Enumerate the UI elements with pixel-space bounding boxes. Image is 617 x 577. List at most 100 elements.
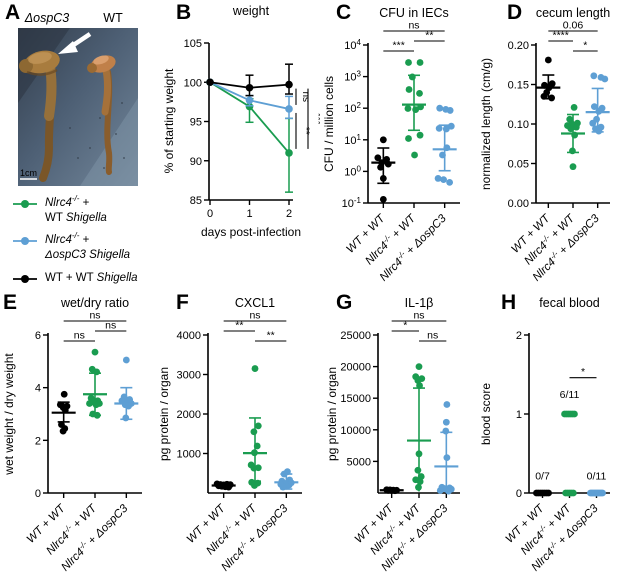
data-points xyxy=(383,486,401,495)
legend-marker-icon xyxy=(13,274,37,283)
panel-label: G xyxy=(336,291,353,314)
legend-entry: WT + WT Shigella xyxy=(12,271,138,286)
panel-G: G IL-1β pg protein / organ 25000 20000 15000… xyxy=(320,290,470,577)
y-ticks: 104 103 102 101 100 10-1 xyxy=(342,38,368,210)
svg-text:0.05: 0.05 xyxy=(508,159,529,171)
axes xyxy=(208,43,293,201)
svg-text:102: 102 xyxy=(344,101,361,115)
svg-text:0: 0 xyxy=(35,488,41,500)
data-points xyxy=(56,390,71,435)
sig-bracket: ns xyxy=(391,310,447,322)
panel-label: A xyxy=(5,1,21,24)
x-axis-label: days post-infection xyxy=(201,225,301,239)
svg-text:100: 100 xyxy=(184,77,202,89)
svg-text:4000: 4000 xyxy=(177,330,201,342)
fecal-blood-scatter-chart: fecal blood blood score 2 1 0WT + WTNlrc4-/-… xyxy=(479,296,610,574)
svg-text:15000: 15000 xyxy=(340,393,371,405)
infection-legend: Nlrc4-/- + WT Shigella Nlrc4-/- + ΔospC3 Sh… xyxy=(12,194,138,294)
svg-text:CXCL1: CXCL1 xyxy=(235,296,275,310)
scale-bar: 1cm xyxy=(20,168,37,180)
photo-strain-labels: ΔospC3 WT xyxy=(24,11,123,25)
legend-entry: Nlrc4-/- + WT Shigella xyxy=(12,194,138,225)
sig-bracket: ** xyxy=(255,330,287,342)
svg-text:85: 85 xyxy=(190,195,202,207)
cecum-left-delta-ospc3 xyxy=(19,50,60,182)
data-points xyxy=(587,489,606,497)
y-ticks: 2 1 0 xyxy=(516,330,529,500)
error-bar xyxy=(434,431,459,493)
sig-bracket: * xyxy=(573,40,598,52)
data-points xyxy=(434,104,455,186)
svg-text:ns: ns xyxy=(408,20,419,32)
svg-text:0/7: 0/7 xyxy=(535,471,550,483)
sig-bracket: * xyxy=(391,320,419,332)
panel-E: E wet/dry ratio wet weight / dry weight 6 4… xyxy=(0,290,160,577)
svg-text:% of starting weight: % of starting weight xyxy=(162,68,176,173)
series-black xyxy=(206,63,293,97)
svg-text:0.15: 0.15 xyxy=(508,80,529,92)
cecum-right-wt xyxy=(87,55,116,175)
y-axis-label: normalized length (cm/g) xyxy=(479,58,493,190)
error-bar xyxy=(83,372,107,417)
y-ticks: 4000 3000 2000 1000 xyxy=(177,330,208,461)
panel-D: D cecum length normalized length (cm/g) 0.… xyxy=(470,0,617,290)
data-points xyxy=(589,72,609,135)
wet-dry-scatter-chart: wet/dry ratio wet weight / dry weight 6 4 2 0… xyxy=(2,296,142,574)
svg-text:**: ** xyxy=(267,330,275,342)
svg-text:ns: ns xyxy=(249,310,260,322)
svg-text:ns: ns xyxy=(74,330,85,342)
legend-entry-label: Nlrc4-/- + WT Shigella xyxy=(45,194,107,224)
y-axis-label: CFU / million cells xyxy=(322,76,336,172)
svg-text:**: ** xyxy=(425,30,433,42)
svg-text:4: 4 xyxy=(35,383,41,395)
svg-text:0/11: 0/11 xyxy=(587,471,607,483)
svg-text:105: 105 xyxy=(184,38,202,50)
panel-label: E xyxy=(3,291,18,314)
legend-entry: Nlrc4-/- + ΔospC3 Shigella xyxy=(12,232,138,262)
data-points xyxy=(404,59,424,159)
svg-text:0: 0 xyxy=(516,488,522,500)
svg-text:104: 104 xyxy=(344,38,361,52)
legend-entry-label: WT + WT Shigella xyxy=(45,271,138,284)
svg-text:ns: ns xyxy=(413,310,424,322)
chart-title: CFU in IECs xyxy=(379,6,448,20)
sig-bracket: ns xyxy=(63,330,95,342)
data-points xyxy=(86,348,103,419)
svg-text:0.00: 0.00 xyxy=(508,198,529,210)
svg-text:1cm: 1cm xyxy=(20,168,37,178)
svg-text:wet weight / dry weight: wet weight / dry weight xyxy=(2,353,16,476)
il1b-scatter-chart: IL-1β pg protein / organ 25000 20000 15000 10… xyxy=(325,296,460,574)
y-axis-label: pg protein / organ xyxy=(325,367,339,461)
svg-text:25000: 25000 xyxy=(340,330,371,342)
data-points xyxy=(436,401,455,495)
count-annotation: 0/11 xyxy=(587,471,607,483)
count-annotation: 6/11 xyxy=(560,389,580,401)
svg-text:103: 103 xyxy=(344,70,361,84)
count-annotation: 0/7 xyxy=(535,471,550,483)
y-ticks: 0.20 0.15 0.10 0.05 0.00 xyxy=(508,40,536,210)
cecum-length-scatter-chart: cecum length normalized length (cm/g) 0.20… xyxy=(479,6,610,284)
svg-text:fecal blood: fecal blood xyxy=(539,296,600,310)
svg-text:6: 6 xyxy=(35,330,41,342)
sig-bracket: ns xyxy=(419,330,447,342)
sig-bracket: *** xyxy=(307,88,320,149)
svg-text:****: **** xyxy=(552,30,568,42)
sig-bracket: ** xyxy=(414,30,445,42)
legend-marker-icon xyxy=(13,200,37,208)
svg-text:3000: 3000 xyxy=(177,370,201,382)
panel-F: F CXCL1 pg protein / organ 4000 3000 2000 100… xyxy=(160,290,320,577)
svg-text:IL-1β: IL-1β xyxy=(405,296,434,310)
svg-text:101: 101 xyxy=(344,133,361,147)
legend-marker-icon xyxy=(13,237,37,246)
sig-bracket: ** xyxy=(223,320,255,332)
sig-bracket: ns xyxy=(295,88,311,105)
chart-title: wet/dry ratio xyxy=(60,296,129,310)
y-ticks: 25000 20000 15000 10000 5000 xyxy=(340,330,378,468)
svg-text:CFU / million cells: CFU / million cells xyxy=(322,76,336,172)
svg-text:CFU in IECs: CFU in IECs xyxy=(379,6,448,20)
svg-text:2: 2 xyxy=(516,330,522,342)
